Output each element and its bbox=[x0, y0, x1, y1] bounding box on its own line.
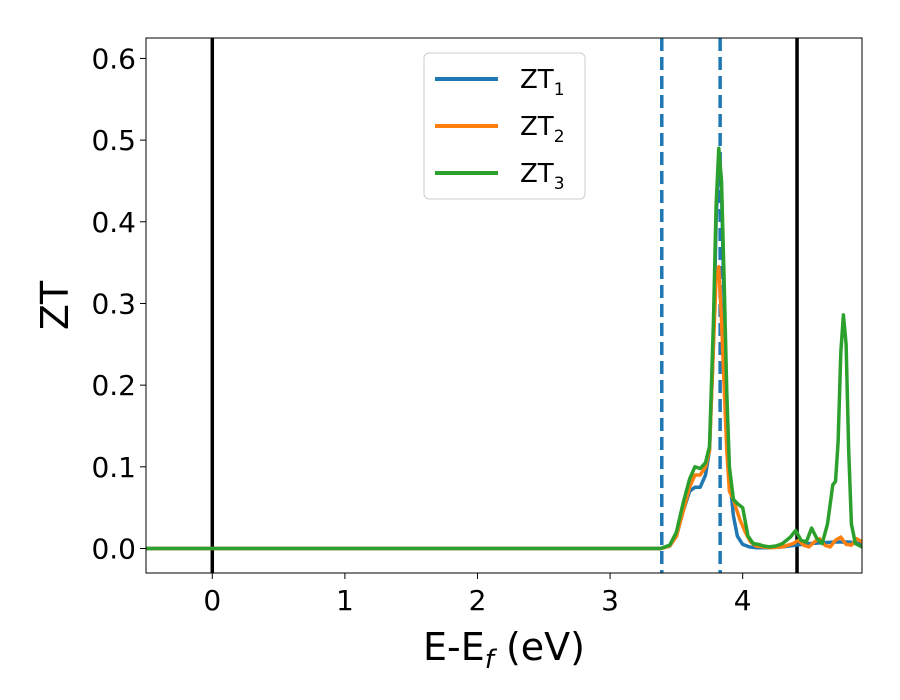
x-axis-label-main: E-E bbox=[423, 625, 485, 669]
y-tick-label: 0.6 bbox=[91, 42, 136, 75]
x-axis-label-unit: (eV) bbox=[494, 625, 585, 669]
plot-marks bbox=[146, 38, 862, 573]
y-tick-label: 0.2 bbox=[91, 369, 136, 402]
axis-labels: E-Ef (eV) ZT bbox=[33, 280, 585, 675]
x-tick-label: 4 bbox=[734, 584, 752, 617]
legend-box bbox=[423, 52, 586, 200]
x-tick-label: 3 bbox=[601, 584, 619, 617]
legend-label-main: ZT bbox=[520, 65, 554, 95]
x-tick-label: 2 bbox=[469, 584, 487, 617]
series-line-zt3 bbox=[146, 146, 862, 551]
legend-label-main: ZT bbox=[520, 112, 554, 142]
legend-label-sub: 2 bbox=[554, 127, 565, 147]
legend-label-zt2: ZT2 bbox=[520, 112, 565, 147]
legend-label-zt1: ZT1 bbox=[520, 65, 565, 100]
series-line-zt2 bbox=[146, 264, 862, 551]
legend-label-sub: 1 bbox=[554, 80, 565, 100]
legend-label-main: ZT bbox=[520, 159, 554, 189]
y-axis-label: ZT bbox=[33, 280, 77, 330]
legend-label-zt3: ZT3 bbox=[520, 159, 565, 194]
x-tick-label: 0 bbox=[203, 584, 221, 617]
y-tick-label: 0.5 bbox=[91, 124, 136, 157]
y-tick-label: 0.1 bbox=[91, 451, 136, 484]
x-axis-label: E-Ef (eV) bbox=[423, 625, 585, 675]
axis-ticks: 0 1 2 3 4 0.0 0.1 0.2 0.3 0.4 0.5 0.6 bbox=[91, 42, 751, 617]
plot-frame bbox=[145, 37, 863, 574]
y-tick-label: 0.3 bbox=[91, 287, 136, 320]
legend-label-sub: 3 bbox=[554, 174, 565, 194]
x-tick-label: 1 bbox=[336, 584, 354, 617]
y-tick-label: 0.0 bbox=[91, 532, 136, 565]
y-tick-label: 0.4 bbox=[91, 206, 136, 239]
